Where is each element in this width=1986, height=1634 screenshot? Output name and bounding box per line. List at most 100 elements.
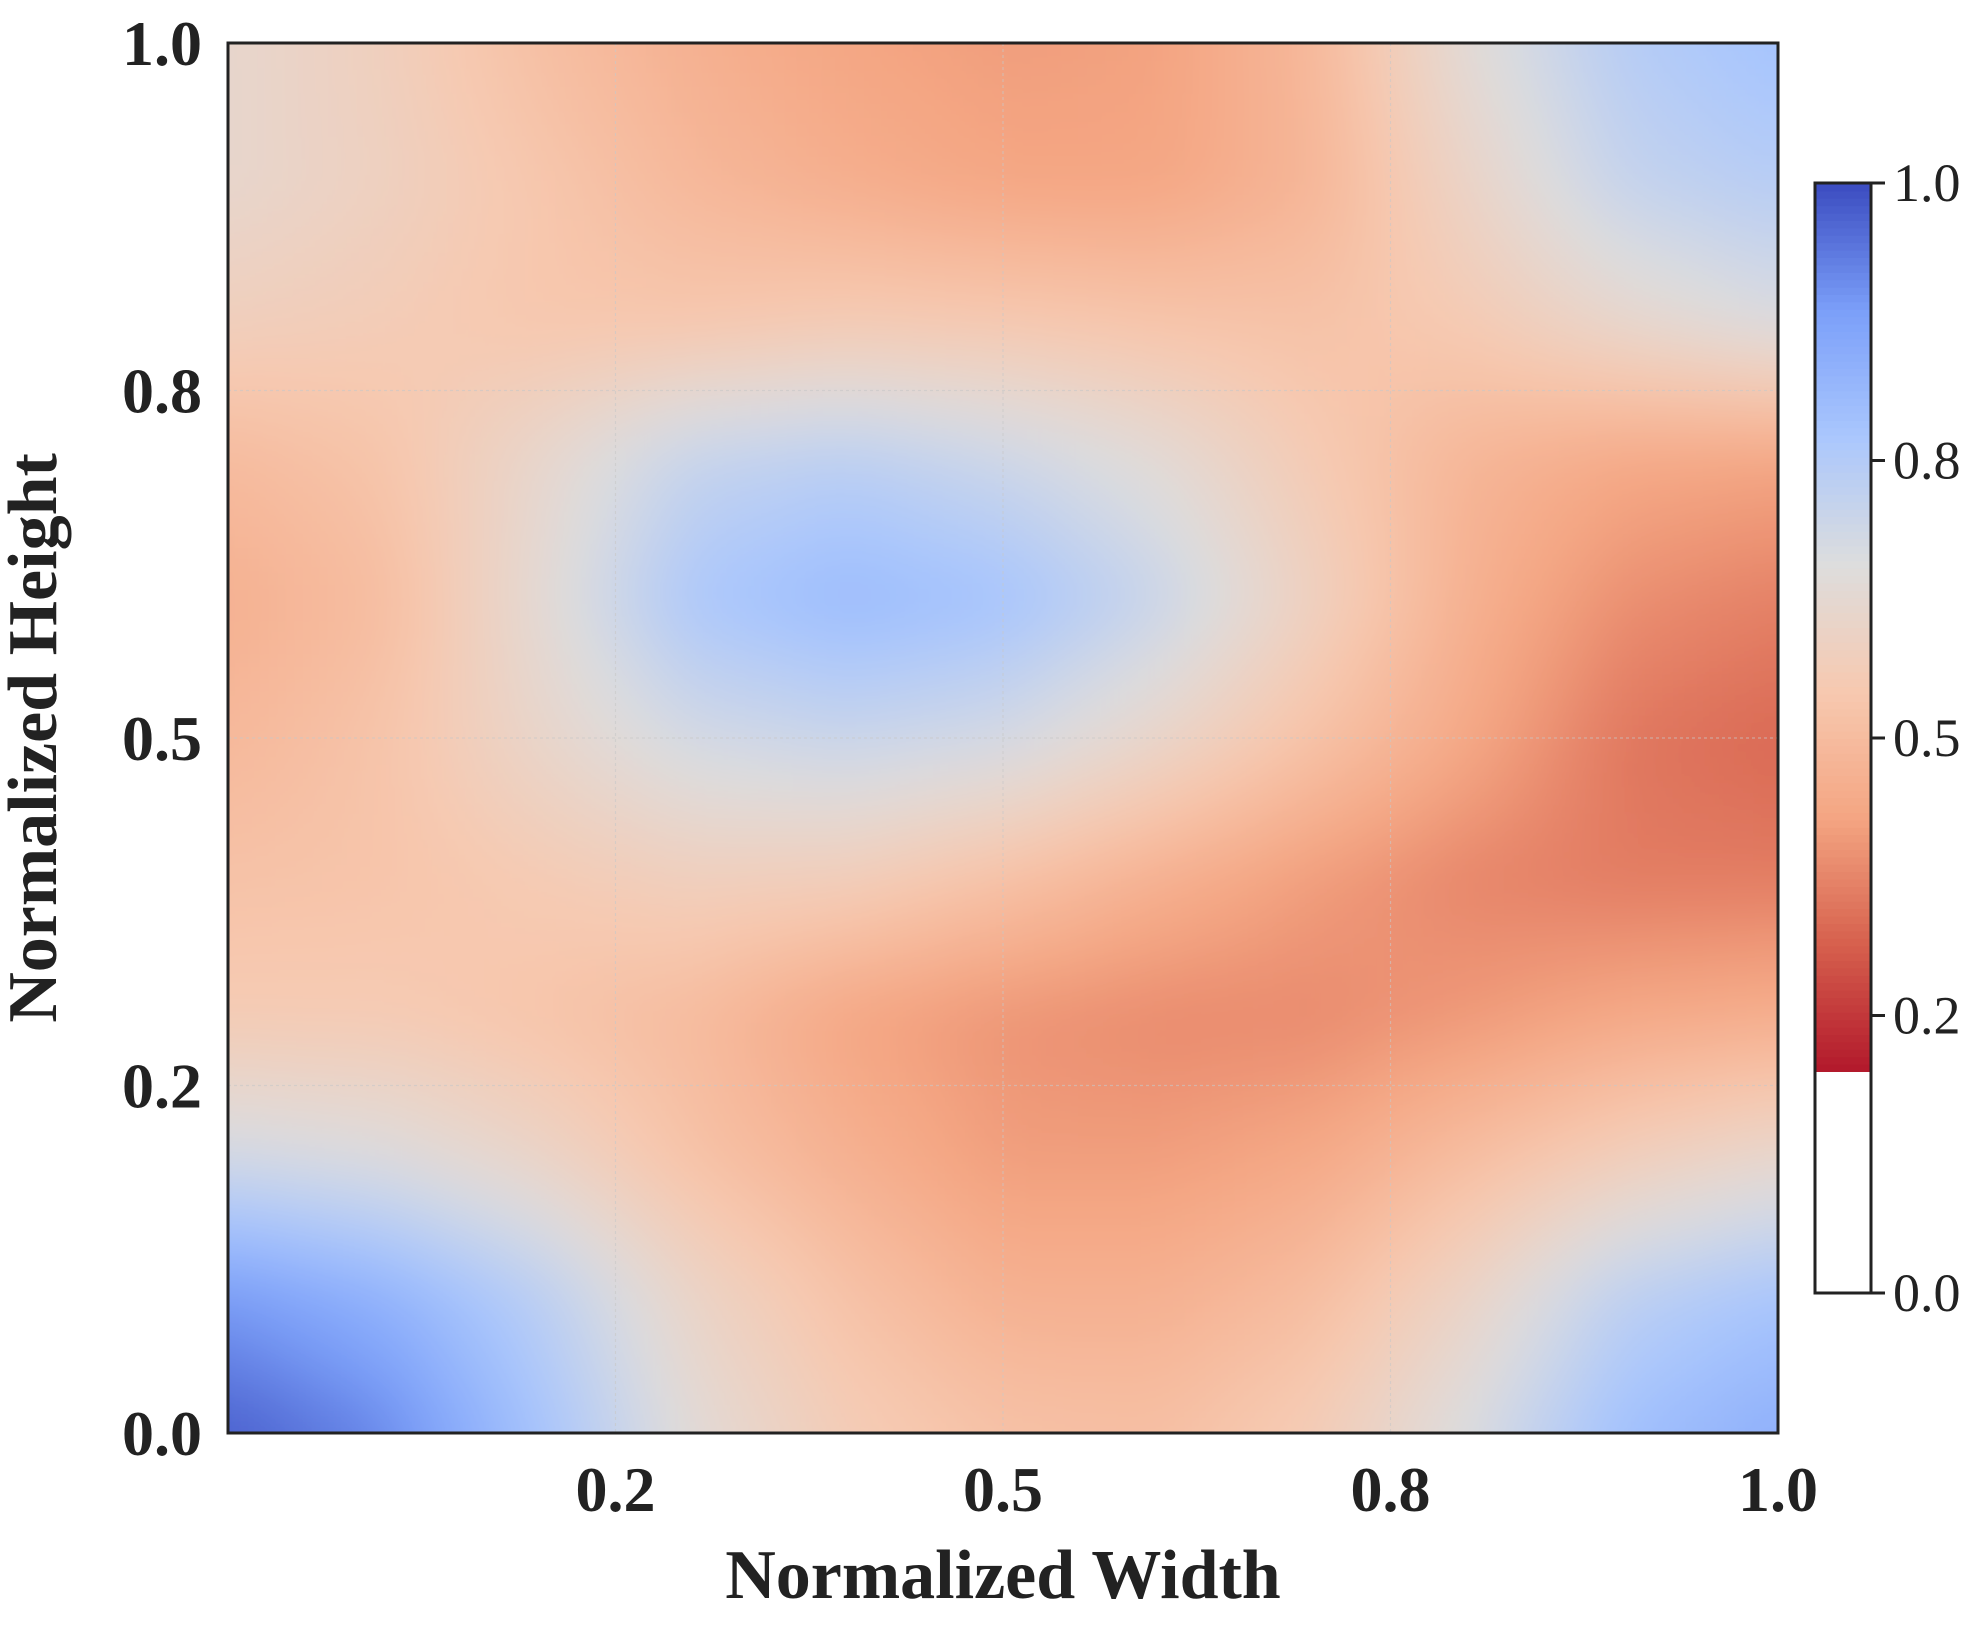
heatmap-cell <box>753 738 779 764</box>
heatmap-cell <box>1603 961 1629 988</box>
heatmap-cell <box>753 43 779 44</box>
heatmap-cell <box>228 142 254 169</box>
heatmap-cell <box>1653 1110 1679 1137</box>
heatmap-cell <box>328 663 354 690</box>
heatmap-cell <box>1178 1483 1204 1509</box>
heatmap-cell <box>1328 1408 1354 1433</box>
heatmap-cell <box>903 787 929 814</box>
heatmap-cell <box>978 464 1004 491</box>
heatmap-cell <box>653 1135 679 1161</box>
heatmap-cell <box>1428 688 1454 715</box>
heatmap-cell <box>928 862 954 888</box>
heatmap-cell <box>1678 911 1704 938</box>
heatmap-cell <box>353 762 379 789</box>
heatmap-cell <box>828 464 854 491</box>
heatmap-cell <box>878 1358 904 1385</box>
heatmap-cell <box>353 936 379 963</box>
heatmap-cell <box>1053 514 1079 541</box>
heatmap-cell <box>1053 1458 1079 1484</box>
heatmap-cell <box>353 961 379 988</box>
heatmap-cell <box>1353 738 1379 764</box>
heatmap-cell <box>728 961 754 988</box>
heatmap-cell <box>378 1433 404 1459</box>
heatmap-cell <box>428 589 454 615</box>
heatmap-cell <box>1028 1085 1054 1112</box>
heatmap-cell <box>778 464 804 491</box>
heatmap-cell <box>153 142 179 168</box>
heatmap-cell <box>1603 1060 1629 1087</box>
heatmap-cell <box>1078 1259 1104 1286</box>
heatmap-cell <box>278 1284 304 1310</box>
heatmap-cell <box>528 117 554 144</box>
heatmap-cell <box>1003 489 1029 516</box>
heatmap-cell <box>1028 1184 1054 1211</box>
heatmap-cell <box>1328 514 1354 541</box>
heatmap-cell <box>503 812 529 839</box>
heatmap-cell <box>228 787 254 814</box>
heatmap-cell <box>403 713 429 739</box>
heatmap-cell <box>228 886 254 913</box>
heatmap-cell <box>703 365 729 392</box>
x-axis-ticks: 0.2 0.5 0.8 1.0 <box>576 1454 1819 1525</box>
heatmap-cell <box>1553 1433 1579 1459</box>
heatmap-cell <box>1328 1035 1354 1062</box>
heatmap-cell <box>428 1358 454 1385</box>
heatmap-cell <box>328 613 354 640</box>
heatmap-cell <box>1503 489 1529 516</box>
heatmap-cell <box>1578 1333 1604 1360</box>
heatmap-cell <box>353 862 379 888</box>
heatmap-cell <box>278 43 304 69</box>
heatmap-cell <box>1103 812 1129 839</box>
heatmap-cell <box>653 291 679 318</box>
heatmap-cell <box>1303 514 1329 541</box>
heatmap-cell <box>1203 688 1229 715</box>
heatmap-cell <box>1753 440 1778 466</box>
heatmap-cell <box>453 961 479 988</box>
heatmap-cell <box>1153 191 1179 218</box>
heatmap-cell <box>1678 1209 1704 1236</box>
heatmap-cell <box>1753 67 1778 94</box>
heatmap-cell <box>878 142 904 169</box>
heatmap-cell <box>678 440 704 466</box>
heatmap-cell <box>528 67 554 94</box>
heatmap-cell <box>1353 713 1379 739</box>
heatmap-cell <box>1528 241 1554 268</box>
heatmap-cell <box>1178 613 1204 640</box>
heatmap-cell <box>1728 142 1754 169</box>
heatmap-cell <box>628 1259 654 1286</box>
heatmap-cell <box>1453 762 1479 789</box>
heatmap-cell <box>1628 688 1654 715</box>
heatmap-cell <box>1603 92 1629 119</box>
heatmap-cell <box>328 961 354 988</box>
heatmap-cell <box>1003 1035 1029 1062</box>
heatmap-cell <box>253 713 279 739</box>
heatmap-cell <box>728 589 754 615</box>
heatmap-cell <box>703 911 729 938</box>
heatmap-cell <box>253 862 279 888</box>
heatmap-cell <box>553 812 579 839</box>
heatmap-cell <box>978 340 1004 367</box>
heatmap-cell <box>1503 142 1529 169</box>
heatmap-cell <box>928 489 954 516</box>
heatmap-cell <box>1628 316 1654 342</box>
heatmap-cell <box>278 216 304 243</box>
colorbar-segment <box>1815 449 1871 458</box>
heatmap-cell <box>1203 1259 1229 1286</box>
heatmap-cell <box>1503 1308 1529 1335</box>
heatmap-cell <box>1028 489 1054 516</box>
heatmap-cell <box>1703 1483 1729 1509</box>
heatmap-cell <box>953 340 979 367</box>
heatmap-cell <box>1328 936 1354 963</box>
colorbar-segment <box>1815 893 1871 902</box>
heatmap-cell <box>778 365 804 392</box>
heatmap-cell <box>903 837 929 864</box>
heatmap-cell <box>228 837 254 864</box>
heatmap-cell <box>903 1135 929 1161</box>
heatmap-cell <box>428 1159 454 1186</box>
heatmap-cell <box>303 837 329 864</box>
heatmap-cell <box>403 1135 429 1161</box>
heatmap-cell <box>503 837 529 864</box>
heatmap-cell <box>1528 539 1554 566</box>
heatmap-cell <box>778 564 804 591</box>
heatmap-cell <box>528 191 554 218</box>
